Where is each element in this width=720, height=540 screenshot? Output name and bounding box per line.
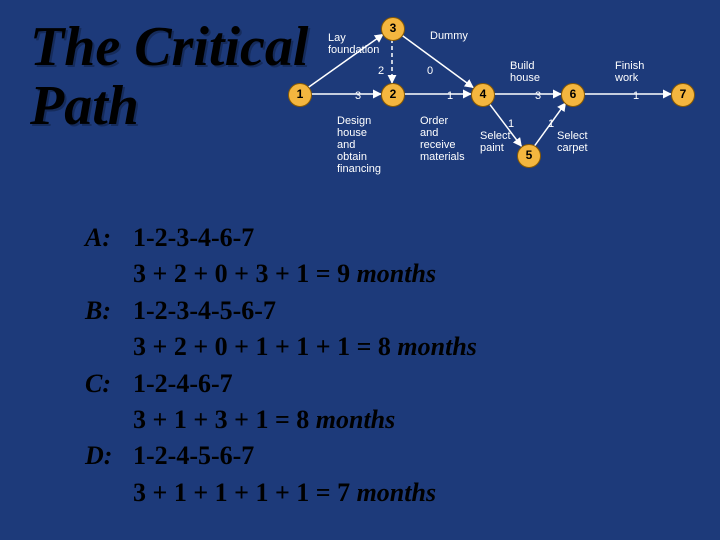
- path-label: D:: [85, 438, 133, 474]
- edge-label: Dummy: [430, 30, 468, 42]
- node-6: 6: [561, 83, 585, 107]
- path-list: A:1-2-3-4-6-73 + 2 + 0 + 3 + 1 = 9 month…: [85, 220, 477, 511]
- path-calc: 3 + 2 + 0 + 1 + 1 + 1 = 8 months: [133, 329, 477, 365]
- path-label: C:: [85, 366, 133, 402]
- edge-label: Select carpet: [557, 130, 588, 154]
- node-3: 3: [381, 17, 405, 41]
- edge-weight: 1: [548, 118, 554, 130]
- edge-weight: 1: [508, 118, 514, 130]
- edge-label: Order and receive materials: [420, 115, 465, 163]
- node-5: 5: [517, 144, 541, 168]
- node-1: 1: [288, 83, 312, 107]
- node-2: 2: [381, 83, 405, 107]
- edge-label: Finish work: [615, 60, 644, 84]
- path-calc: 3 + 1 + 1 + 1 + 1 = 7 months: [133, 475, 436, 511]
- edge-weight: 3: [535, 90, 541, 102]
- edge-weight: 1: [447, 90, 453, 102]
- path-calc: 3 + 2 + 0 + 3 + 1 = 9 months: [133, 256, 436, 292]
- edge-label: Select paint: [480, 130, 511, 154]
- path-seq: 1-2-3-4-5-6-7: [133, 293, 276, 329]
- edge-weight: 3: [355, 90, 361, 102]
- path-calc: 3 + 1 + 3 + 1 = 8 months: [133, 402, 395, 438]
- path-label: B:: [85, 293, 133, 329]
- node-4: 4: [471, 83, 495, 107]
- edge-label: Build house: [510, 60, 540, 84]
- edge-label: Design house and obtain financing: [337, 115, 381, 175]
- path-seq: 1-2-4-5-6-7: [133, 438, 254, 474]
- path-label: A:: [85, 220, 133, 256]
- edge-weight: 0: [427, 65, 433, 77]
- path-seq: 1-2-3-4-6-7: [133, 220, 254, 256]
- node-7: 7: [671, 83, 695, 107]
- edge-weight: 2: [378, 65, 384, 77]
- path-seq: 1-2-4-6-7: [133, 366, 233, 402]
- edge-label: Lay foundation: [328, 32, 379, 56]
- edge-weight: 1: [633, 90, 639, 102]
